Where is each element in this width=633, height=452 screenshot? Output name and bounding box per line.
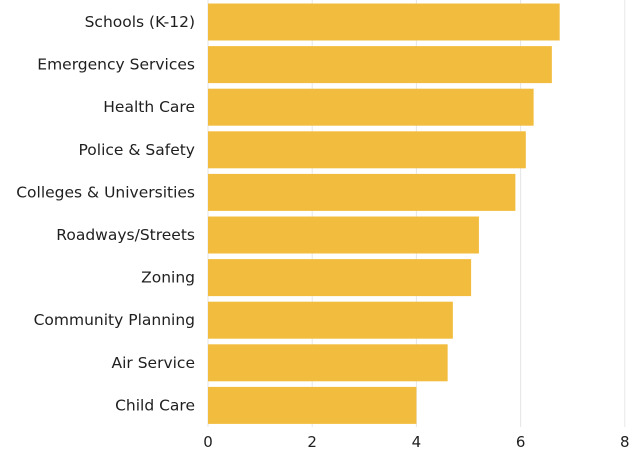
bar [208,216,479,254]
category-label: Schools (K-12) [85,13,195,31]
bar [208,88,534,126]
bar [208,173,516,211]
category-labels: Schools (K-12) Emergency Services Health C… [16,13,195,414]
category-label: Zoning [141,269,195,287]
bar [208,386,417,424]
x-axis-tick-labels: 0 2 4 6 8 [203,433,629,451]
category-label: Child Care [115,396,195,414]
x-tick-label: 2 [307,433,317,451]
x-tick-label: 4 [412,433,422,451]
bar [208,301,453,339]
category-label: Community Planning [34,311,195,329]
bar [208,131,526,169]
bar [208,46,552,84]
category-label: Air Service [112,354,196,372]
bars [208,3,560,424]
bar [208,259,472,297]
category-label: Emergency Services [37,56,195,74]
category-label: Health Care [103,98,195,116]
bar [208,3,560,41]
category-label: Police & Safety [79,141,195,159]
x-tick-label: 8 [620,433,630,451]
bar [208,344,448,382]
x-tick-label: 6 [516,433,526,451]
x-tick-label: 0 [203,433,213,451]
category-label: Colleges & Universities [16,183,195,201]
category-label: Roadways/Streets [56,226,195,244]
